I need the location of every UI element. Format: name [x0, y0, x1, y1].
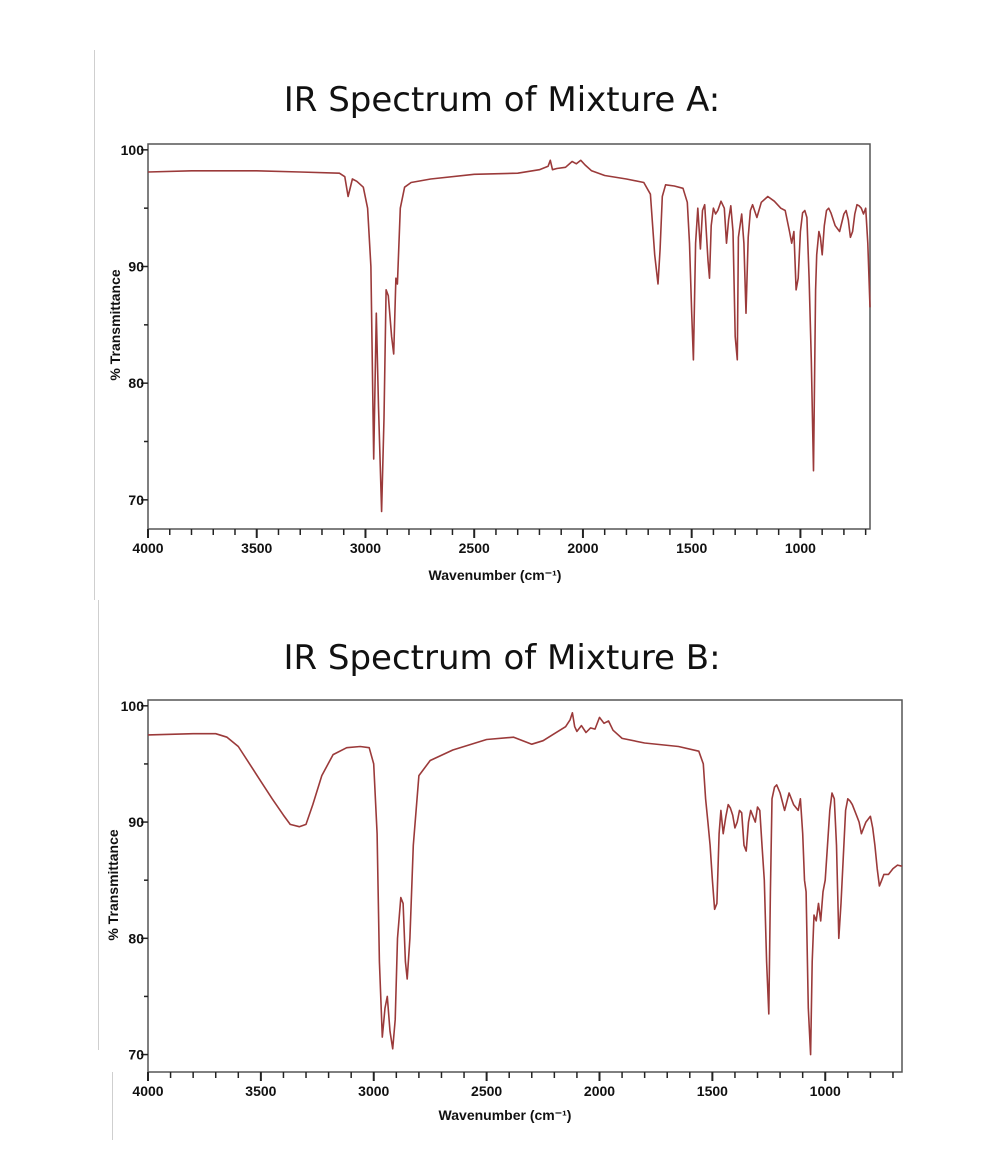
- chart-b-spectrum-line: [147, 712, 903, 1056]
- chart-b-y-axis-title: % Transmittance: [105, 829, 121, 940]
- chart-b: 4000 3500 3000 2500 2000 1500 1000 70 80 90 100 Wa…: [105, 698, 903, 1123]
- chart-b-x-tick-label: 4000: [132, 1083, 163, 1099]
- chart-b-y-tick-label: 90: [128, 814, 144, 830]
- chart-a: 4000 3500 3000 2500 2000 1500 1000 70 80 90 100 Wa…: [107, 142, 871, 583]
- chart-b-x-tick-label: 2000: [584, 1083, 615, 1099]
- chart-a-spectrum-line: [147, 159, 871, 513]
- chart-a-title: IR Spectrum of Mixture A:: [283, 80, 721, 120]
- chart-b-y-tick-label: 70: [128, 1047, 144, 1063]
- chart-b-frame: [147, 699, 903, 1073]
- chart-a-x-tick-label: 3000: [350, 540, 381, 556]
- chart-b-x-tick-label: 1500: [697, 1083, 728, 1099]
- left-rule-upper: [94, 50, 95, 600]
- chart-a-x-axis-title: Wavenumber (cm⁻¹): [429, 567, 562, 583]
- chart-a-x-tick-label: 1500: [676, 540, 707, 556]
- chart-a-x-tick-label: 2500: [459, 540, 490, 556]
- left-rule-lower: [112, 1072, 113, 1140]
- chart-b-x-tick-label: 2500: [471, 1083, 502, 1099]
- chart-a-x-tick-label: 2000: [567, 540, 598, 556]
- left-rule-middle: [98, 600, 99, 1050]
- chart-a-x-tick-label: 1000: [785, 540, 816, 556]
- chart-b-y-tick-label: 100: [121, 698, 145, 714]
- chart-a-y-tick-label: 90: [128, 259, 144, 275]
- chart-b-y-tick-label: 80: [128, 930, 144, 946]
- chart-a-y-tick-label: 100: [121, 142, 145, 158]
- chart-b-x-tick-label: 3500: [245, 1083, 276, 1099]
- chart-b-x-axis-title: Wavenumber (cm⁻¹): [439, 1107, 572, 1123]
- chart-b-x-tick-label: 1000: [810, 1083, 841, 1099]
- chart-a-frame: [147, 143, 871, 530]
- chart-b-x-tick-label: 3000: [358, 1083, 389, 1099]
- chart-a-x-tick-label: 3500: [241, 540, 272, 556]
- chart-a-y-tick-label: 70: [128, 492, 144, 508]
- chart-a-y-tick-label: 80: [128, 375, 144, 391]
- chart-a-y-axis-title: % Transmittance: [107, 269, 123, 380]
- chart-b-title: IR Spectrum of Mixture B:: [283, 638, 721, 678]
- chart-a-x-tick-label: 4000: [132, 540, 163, 556]
